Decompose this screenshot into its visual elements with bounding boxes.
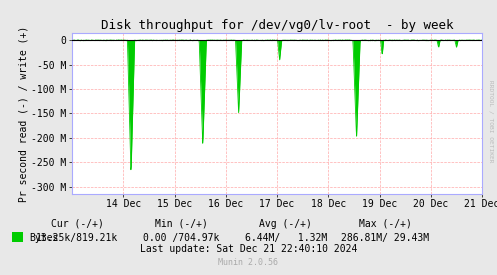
Text: Munin 2.0.56: Munin 2.0.56 [219,258,278,266]
Text: Cur (-/+): Cur (-/+) [51,219,103,229]
Text: Avg (-/+): Avg (-/+) [259,219,312,229]
Text: Bytes: Bytes [29,233,58,243]
Text: 0.00 /704.97k: 0.00 /704.97k [143,233,220,243]
Text: Last update: Sat Dec 21 22:40:10 2024: Last update: Sat Dec 21 22:40:10 2024 [140,244,357,254]
Y-axis label: Pr second read (-) / write (+): Pr second read (-) / write (+) [18,25,28,202]
Text: 6.44M/   1.32M: 6.44M/ 1.32M [245,233,327,243]
Text: RRDTOOL / TOBI OETIKER: RRDTOOL / TOBI OETIKER [489,80,494,162]
Title: Disk throughput for /dev/vg0/lv-root  - by week: Disk throughput for /dev/vg0/lv-root - b… [101,19,453,32]
Text: Max (-/+): Max (-/+) [359,219,412,229]
Text: 13.25k/819.21k: 13.25k/819.21k [36,233,118,243]
Text: 286.81M/ 29.43M: 286.81M/ 29.43M [341,233,429,243]
Text: Min (-/+): Min (-/+) [155,219,208,229]
